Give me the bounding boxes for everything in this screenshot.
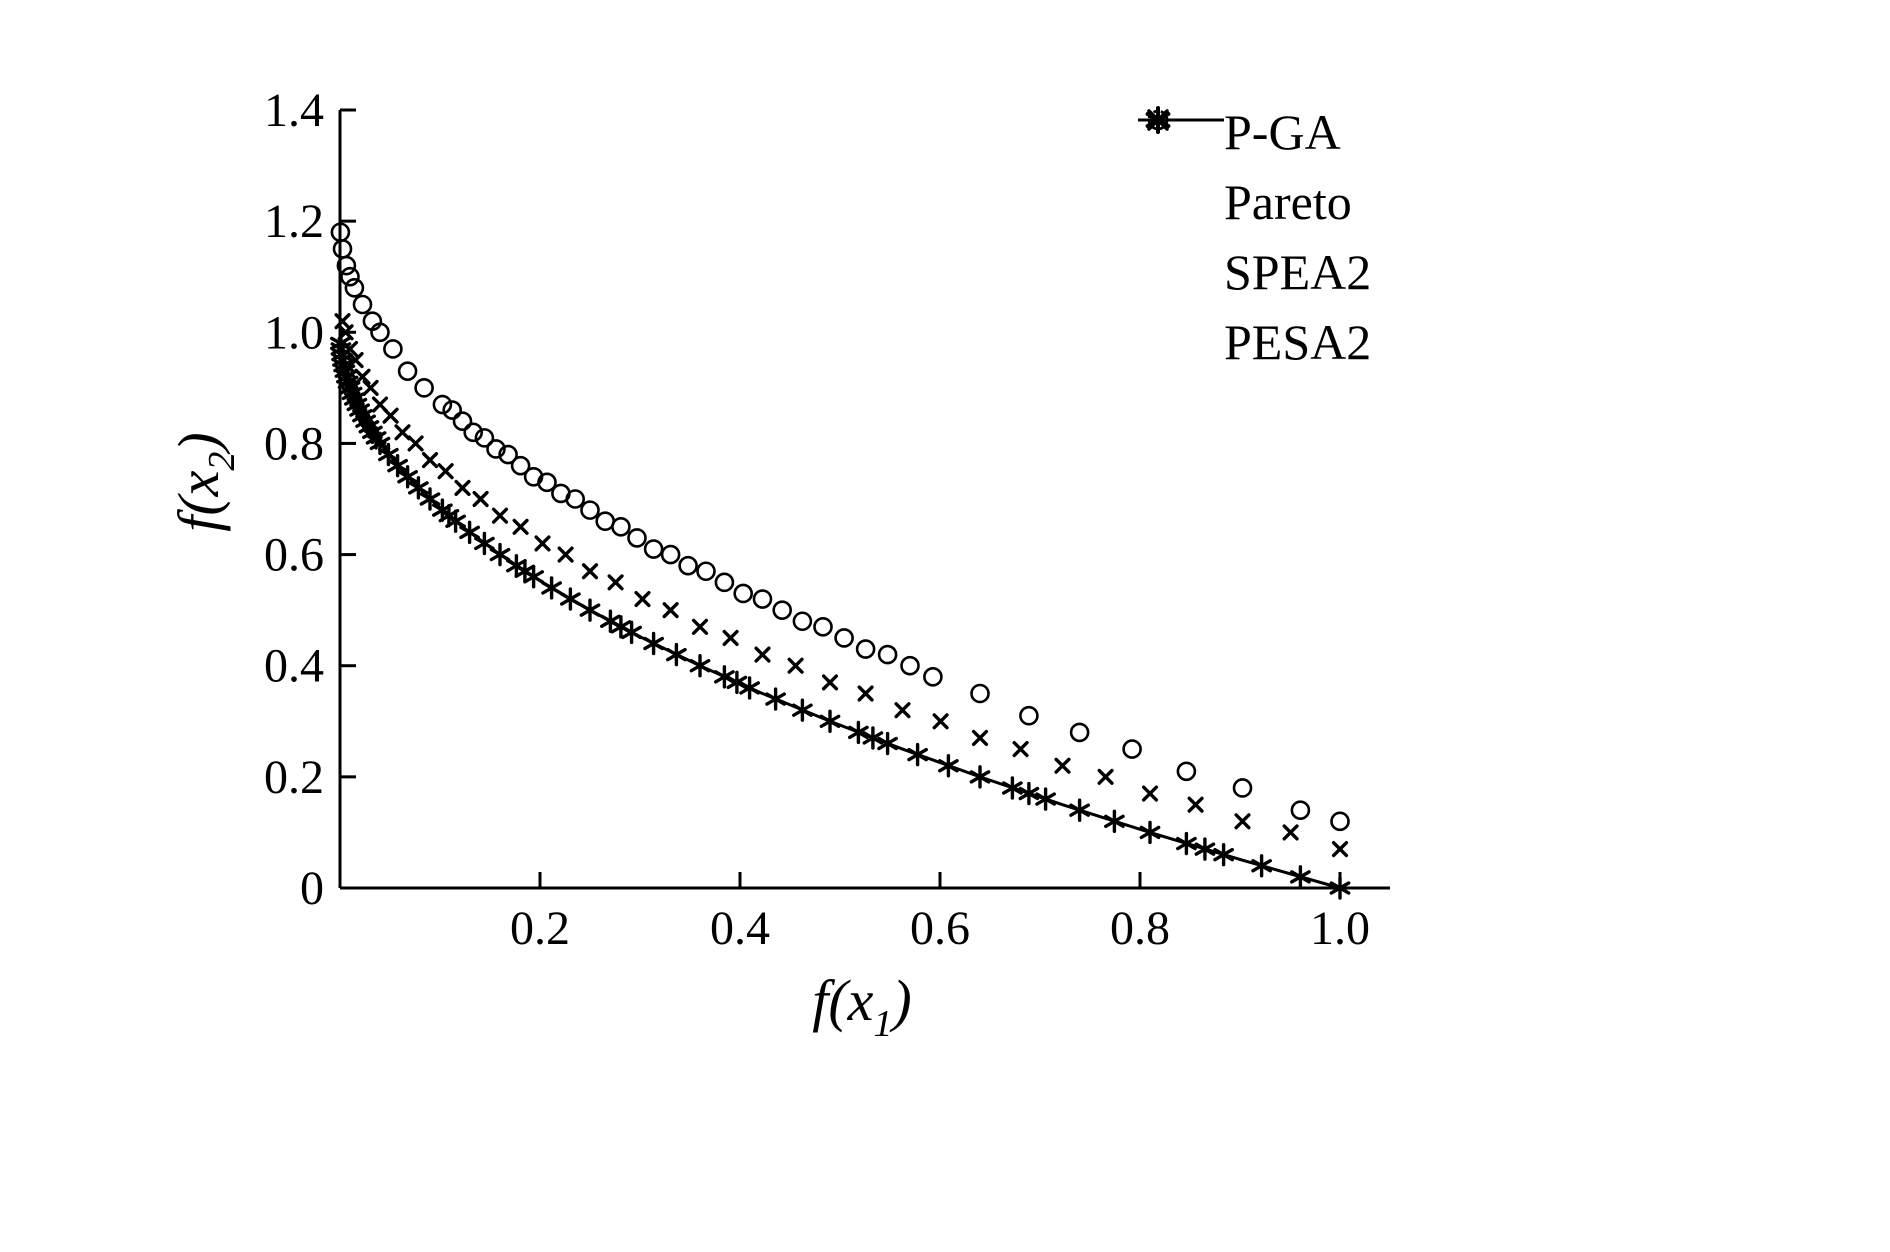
y-tick-label: 0.2 <box>264 751 324 804</box>
y-tick-label: 1.2 <box>264 195 324 248</box>
x-tick-label: 0.8 <box>1110 902 1170 955</box>
legend-item-spea2: SPEA2 <box>1138 109 1372 304</box>
x-tick-label: 0.4 <box>710 902 770 955</box>
y-axis-label: f(x2) <box>166 432 243 532</box>
y-tick-label: 1.0 <box>264 306 324 359</box>
legend-label: SPEA2 <box>1224 244 1372 300</box>
legend-label: PESA2 <box>1224 314 1372 370</box>
y-tick-label: 0.6 <box>264 529 324 582</box>
legend-item-pesa2: PESA2 <box>1138 109 1372 374</box>
legend-label: P-GA <box>1224 104 1341 160</box>
plot-series <box>330 222 1351 900</box>
x-tick-label: 1.0 <box>1310 902 1370 955</box>
x-axis-label: f(x1) <box>812 968 912 1045</box>
x-tick-label: 0.6 <box>910 902 970 955</box>
series-p-ga <box>330 331 1351 900</box>
legend-label: Pareto <box>1224 174 1352 230</box>
x-tick-label: 0.2 <box>510 902 570 955</box>
series-pareto <box>338 332 1341 890</box>
series-spea2 <box>334 313 1349 858</box>
series-pesa2 <box>330 222 1350 832</box>
axes: 0.2 0.4 0.6 0.8 1.0 0 0.2 0.4 0.6 0.8 1.0 1.2 1.4 <box>264 84 1390 955</box>
y-tick-label: 0.8 <box>264 417 324 470</box>
legend: P-GA Pareto SPEA2 <box>1138 100 1371 374</box>
y-tick-label: 1.4 <box>264 84 324 137</box>
y-tick-label: 0 <box>300 862 324 915</box>
legend-item-pareto: Pareto <box>1138 118 1371 234</box>
y-tick-label: 0.4 <box>264 640 324 693</box>
